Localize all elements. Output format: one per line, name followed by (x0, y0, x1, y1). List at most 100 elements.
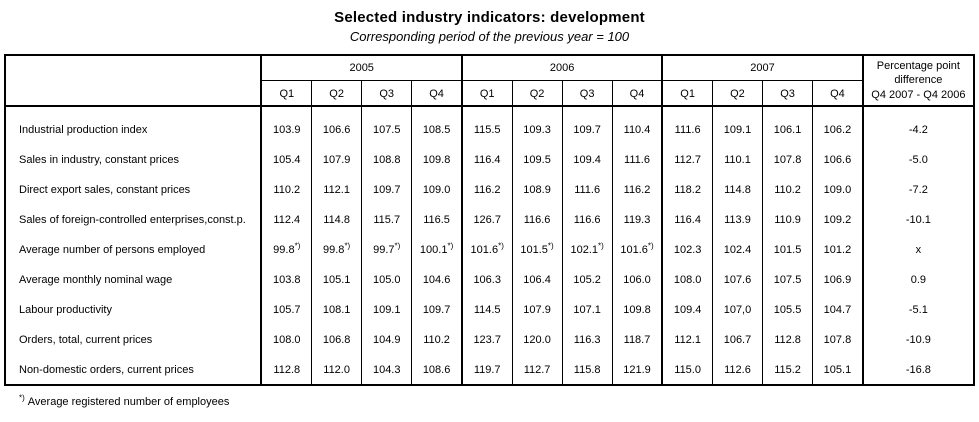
value-cell: 110.1 (711, 145, 763, 175)
value-cell: 102.1*) (561, 235, 613, 265)
value-cell: 106.7 (711, 325, 763, 355)
diff-cell: -5.1 (861, 295, 974, 325)
value-cell: 107.5 (762, 265, 813, 295)
value-cell: 107.8 (812, 325, 863, 355)
row-label: Sales in industry, constant prices (19, 154, 179, 166)
value-cell: 111.6 (661, 106, 713, 145)
table-row: Direct export sales, constant prices 110… (5, 175, 974, 205)
value-cell: 105.2 (561, 265, 613, 295)
quarter-header: Q4 (611, 80, 663, 107)
value-cell: 110.2 (260, 175, 312, 205)
value-cell: 115.5 (460, 106, 512, 145)
value-cell: 118.7 (611, 325, 663, 355)
value-cell: 109.7 (411, 295, 462, 325)
indicators-table: 2005 2006 2007 Percentage point differen… (4, 54, 975, 386)
value-cell: 101.2 (812, 235, 863, 265)
value-cell: 106.2 (812, 106, 863, 145)
value-cell: 110.2 (762, 175, 813, 205)
value-cell: 107.9 (511, 295, 563, 325)
value-cell: 102.3 (661, 235, 713, 265)
row-label: Orders, total, current prices (19, 334, 153, 346)
value-cell: 109.8 (411, 145, 462, 175)
quarter-header: Q3 (561, 80, 613, 107)
value-cell: 105.7 (260, 295, 312, 325)
diff-cell: -7.2 (861, 175, 974, 205)
row-label: Average monthly nominal wage (19, 274, 173, 286)
value-cell: 108.6 (411, 355, 462, 385)
diff-cell: -10.1 (861, 205, 974, 235)
value-cell: 116.5 (411, 205, 462, 235)
value-cell: 109.5 (511, 145, 563, 175)
value-cell: 107.9 (311, 145, 362, 175)
quarter-header: Q3 (762, 80, 813, 107)
value-cell: 119.3 (611, 205, 663, 235)
value-cell: 107,0 (711, 295, 763, 325)
diff-cell: 0.9 (861, 265, 974, 295)
quarter-header: Q4 (812, 80, 863, 107)
value-cell: 112.0 (311, 355, 362, 385)
value-cell: 116.4 (661, 205, 713, 235)
value-cell: 110.9 (762, 205, 813, 235)
value-cell: 115.8 (561, 355, 613, 385)
value-cell: 109.0 (812, 175, 863, 205)
value-cell: 101.5*) (511, 235, 563, 265)
value-cell: 109.1 (361, 295, 412, 325)
value-cell: 107.1 (561, 295, 613, 325)
value-cell: 106.9 (812, 265, 863, 295)
value-cell: 99.8*) (311, 235, 362, 265)
value-cell: 116.6 (561, 205, 613, 235)
value-cell: 105.5 (762, 295, 813, 325)
footnote: *) Average registered number of employees (19, 393, 979, 408)
value-cell: 115.0 (661, 355, 713, 385)
row-label: Average number of persons employed (19, 244, 206, 256)
value-cell: 107.5 (361, 106, 412, 145)
page-title: Selected industry indicators: developmen… (334, 9, 645, 26)
value-cell: 106.6 (812, 145, 863, 175)
value-cell: 108.0 (661, 265, 713, 295)
diff-column-header: Percentage point difference Q4 2007 - Q4… (861, 55, 974, 107)
value-cell: 104.3 (361, 355, 412, 385)
year-header-2006: 2006 (460, 55, 663, 81)
value-cell: 109.2 (812, 205, 863, 235)
value-cell: 106.4 (511, 265, 563, 295)
value-cell: 109.1 (711, 106, 763, 145)
value-cell: 105.1 (812, 355, 863, 385)
value-cell: 123.7 (460, 325, 512, 355)
value-cell: 112.7 (661, 145, 713, 175)
value-cell: 112.6 (711, 355, 763, 385)
table-row: Sales in industry, constant prices 105.4… (5, 145, 974, 175)
value-cell: 105.1 (311, 265, 362, 295)
value-cell: 103.8 (260, 265, 312, 295)
corner-cell (5, 55, 262, 107)
value-cell: 108.1 (311, 295, 362, 325)
row-label: Non-domestic orders, current prices (19, 363, 194, 376)
value-cell: 112.1 (311, 175, 362, 205)
value-cell: 112.7 (511, 355, 563, 385)
table-row: Average number of persons employed 99.8*… (5, 235, 974, 265)
quarter-header: Q4 (411, 80, 462, 107)
value-cell: 108.5 (411, 106, 462, 145)
value-cell: 116.4 (460, 145, 512, 175)
value-cell: 111.6 (611, 145, 663, 175)
value-cell: 119.7 (460, 355, 512, 385)
quarter-header: Q1 (460, 80, 512, 107)
value-cell: 108.0 (260, 325, 312, 355)
value-cell: 101.5 (762, 235, 813, 265)
value-cell: 115.2 (762, 355, 813, 385)
value-cell: 109.7 (561, 106, 613, 145)
footnote-marker: *) (19, 393, 25, 403)
value-cell: 108.8 (361, 145, 412, 175)
value-cell: 112.1 (661, 325, 713, 355)
value-cell: 116.2 (611, 175, 663, 205)
diff-cell: -16.8 (861, 355, 974, 385)
value-cell: 108.9 (511, 175, 563, 205)
value-cell: 114.8 (711, 175, 763, 205)
value-cell: 105.4 (260, 145, 312, 175)
quarter-header: Q2 (711, 80, 763, 107)
value-cell: 109.4 (561, 145, 613, 175)
value-cell: 100.1*) (411, 235, 462, 265)
value-cell: 107.6 (711, 265, 763, 295)
table-row: Industrial production index 103.9 106.6 … (5, 106, 974, 145)
value-cell: 103.9 (260, 106, 312, 145)
